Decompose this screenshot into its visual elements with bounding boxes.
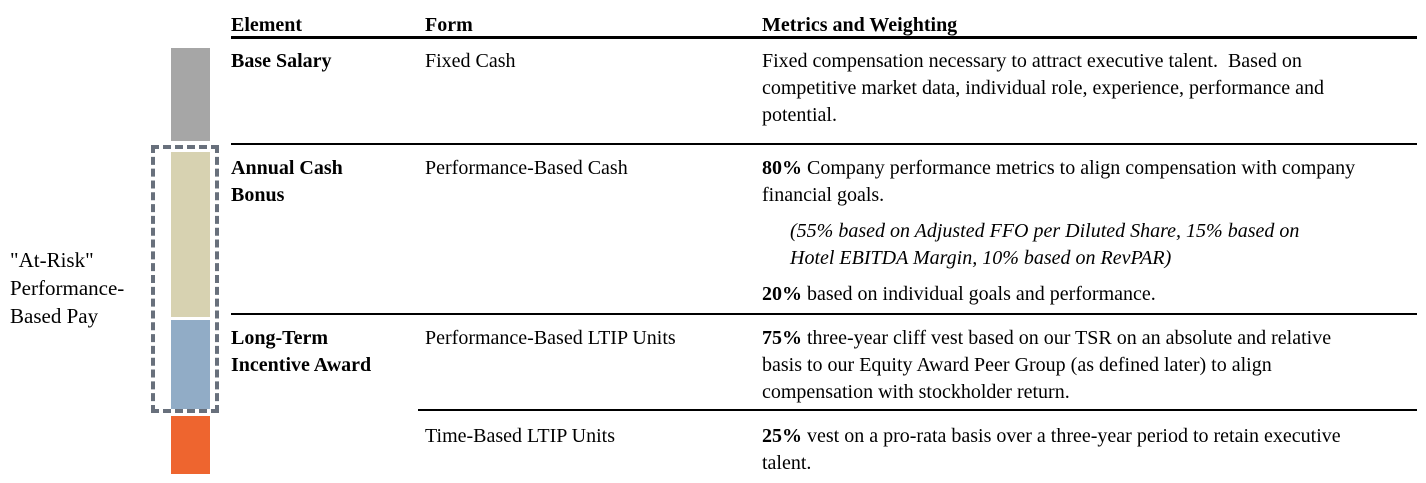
table-row-annual-cash-bonus: Annual Cash Bonus Performance-Based Cash… [231,155,1417,308]
metrics-cell: Fixed compensation necessary to attract … [762,48,1417,129]
header-metrics: Metrics and Weighting [762,14,958,36]
weight-percent: 80% [762,157,802,179]
metrics-text: based on individual goals and performanc… [802,283,1156,305]
at-risk-pay-label: "At-Risk" Performance- Based Pay [10,248,125,328]
weight-percent: 75% [762,327,802,349]
form-cell: Fixed Cash [425,50,516,72]
weight-percent: 20% [762,283,802,305]
element-cell: Base Salary [231,50,332,72]
at-risk-dashed-outline [151,145,219,413]
row-divider-2 [231,313,1417,315]
metrics-cell: 25% vest on a pro-rata basis over a thre… [762,423,1417,477]
ltip-sub-divider [418,409,1417,411]
table-row-ltip-time: Time-Based LTIP Units 25% vest on a pro-… [231,423,1417,477]
element-cell: Long-Term Incentive Award [231,327,372,376]
metrics-text: vest on a pro-rata basis over a three-ye… [762,425,1341,474]
header-element: Element [231,14,303,36]
metrics-cell: 80% Company performance metrics to align… [762,155,1417,308]
bar-segment-time-ltip [171,416,210,474]
metrics-text: Fixed compensation necessary to attract … [762,50,1324,126]
weight-percent: 25% [762,425,802,447]
form-cell: Performance-Based Cash [425,157,628,179]
bar-segment-base-salary [171,48,210,141]
metrics-footnote: (55% based on Adjusted FFO per Diluted S… [790,220,1300,269]
element-cell: Annual Cash Bonus [231,157,343,206]
form-cell: Time-Based LTIP Units [425,425,616,447]
header-rule [231,36,1417,39]
row-divider-1 [231,143,1417,145]
table-header-row: Element Form Metrics and Weighting [231,12,1417,39]
metrics-text: Company performance metrics to align com… [762,157,1356,206]
bar-segment-annual-cash-bonus [171,152,210,317]
header-form: Form [425,14,473,36]
metrics-cell: 75% three-year cliff vest based on our T… [762,325,1417,406]
bar-segment-performance-ltip [171,320,210,409]
form-cell: Performance-Based LTIP Units [425,327,676,349]
metrics-text: three-year cliff vest based on our TSR o… [762,327,1332,403]
table-row-base-salary: Base Salary Fixed Cash Fixed compensatio… [231,48,1417,129]
table-row-ltip-performance: Long-Term Incentive Award Performance-Ba… [231,325,1417,406]
